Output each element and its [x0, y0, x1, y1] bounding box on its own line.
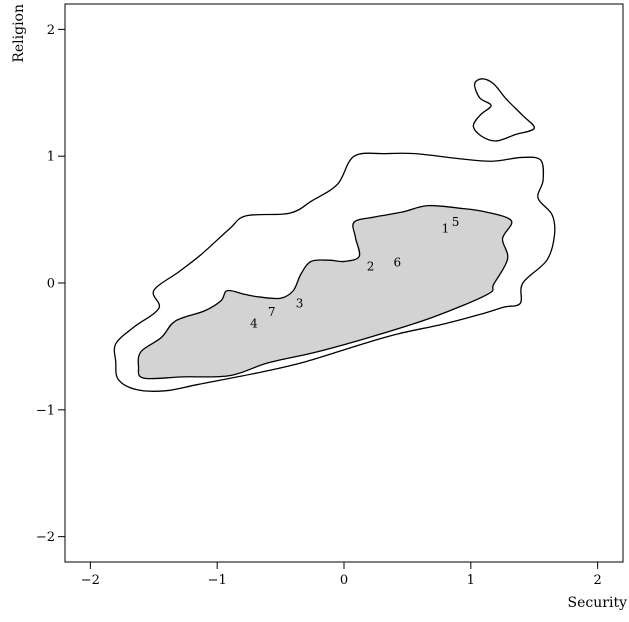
contour-outer-2	[472, 78, 535, 142]
x-tick-label: 0	[340, 573, 348, 588]
y-tick-label: −2	[36, 530, 55, 545]
y-tick-label: −1	[36, 403, 55, 418]
point-label-7: 7	[268, 305, 276, 319]
point-label-4: 4	[250, 317, 258, 331]
point-label-3: 3	[296, 296, 304, 310]
point-label-2: 2	[367, 260, 375, 274]
x-axis-title: Security	[568, 595, 628, 611]
points-layer: 1 5 2 6 3 74	[250, 215, 459, 330]
y-axis-title: Religion	[11, 4, 27, 63]
x-tick-label: 2	[593, 573, 601, 588]
y-tick-label: 2	[47, 23, 55, 38]
contour-inner-1	[137, 204, 513, 380]
contour-outer-1	[113, 152, 556, 392]
x-tick-label: −2	[81, 573, 100, 588]
axes-layer: −2 −1 0 1 2 −2 −1 0 1 2	[36, 23, 602, 588]
x-tick-label: −1	[208, 573, 227, 588]
y-tick-label: 1	[47, 150, 55, 165]
y-tick-label: 0	[47, 277, 55, 292]
point-label-6: 6	[393, 256, 401, 270]
x-tick-label: 1	[467, 573, 475, 588]
point-label-1: 1	[442, 221, 450, 235]
contours-layer	[113, 78, 556, 392]
point-label-5: 5	[452, 215, 460, 229]
